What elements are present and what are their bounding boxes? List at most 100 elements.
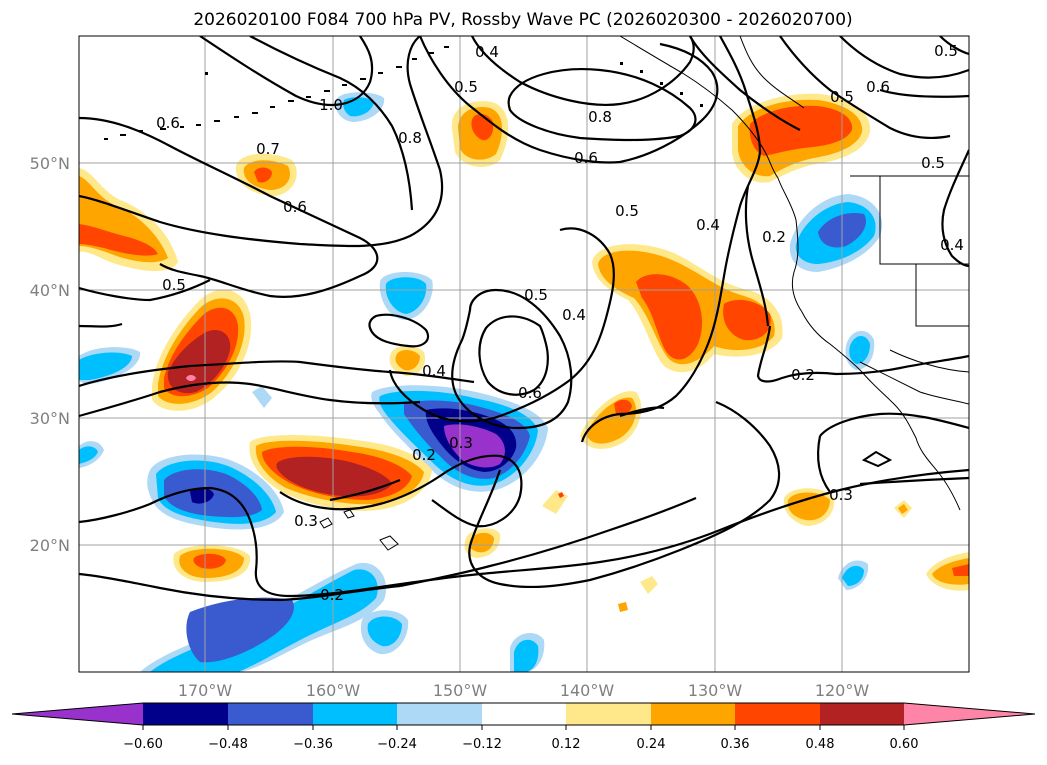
colorbar-extend-max [904,703,1035,725]
pv-contours [79,36,969,602]
contour-label: 0.4 [940,236,964,254]
lat-label: 30°N [30,409,70,428]
shade-blob [842,565,864,586]
contour-label: 0.3 [449,434,473,452]
shade-blob [79,352,132,380]
contour-label: 0.4 [422,362,446,380]
shade-blob [167,330,231,394]
shade-blob [618,602,628,612]
contour-label: 0.5 [615,202,639,220]
colorbar-tick-label: 0.48 [806,737,835,752]
lon-labels: 170°W 160°W 150°W 140°W 130°W 120°W [178,681,870,700]
shade-blob [79,224,158,256]
colorbar-segment [482,703,566,725]
contour-label: 0.2 [762,228,786,246]
shade-blob [558,492,564,498]
contour-label: 0.5 [454,78,478,96]
shade-blob [79,446,98,464]
colorbar-segment [651,703,735,725]
contour-label: 0.2 [320,586,344,604]
shade-blob [254,167,272,183]
colorbar-extend-min [12,703,143,725]
gridlines [79,36,969,672]
contour-label: 1.0 [319,96,343,114]
contour-label: 0.8 [588,108,612,126]
colorbar: −0.60 −0.48 −0.36 −0.24 −0.12 0.12 0.24 … [11,702,1036,752]
colorbar-tick-label: −0.48 [208,737,248,752]
contour-label: 0.6 [156,114,180,132]
shade-blob [186,375,196,381]
shade-blob [640,576,658,594]
shade-blob [636,274,703,360]
map-title: 2026020100 F084 700 hPa PV, Rossby Wave … [193,10,852,30]
contour-label: 0.4 [696,216,720,234]
contour-label: 0.4 [475,43,499,61]
colorbar-tick-label: −0.12 [462,737,502,752]
map-panel: 0.4 0.5 1.0 0.8 0.6 0.7 0.6 0.8 0.5 0.6 … [79,36,969,672]
shade-blob [614,399,632,416]
contour-label: 0.5 [524,286,548,304]
colorbar-segment [735,703,820,725]
colorbar-tick-label: −0.36 [293,737,333,752]
contour-label: 0.6 [283,198,307,216]
shade-blob [252,386,272,408]
contour-label: 0.3 [829,486,853,504]
colorbar-tick-label: −0.24 [377,737,417,752]
contour-label: 0.5 [921,154,945,172]
lon-label: 140°W [560,681,615,700]
shade-blob [514,639,539,672]
shade-blob [469,532,494,553]
contour-labels: 0.4 0.5 1.0 0.8 0.6 0.7 0.6 0.8 0.5 0.6 … [156,42,964,604]
shade-blob [395,350,420,371]
shade-blob [787,492,830,521]
contour-label: 0.6 [866,78,890,96]
colorbar-tick-label: 0.24 [637,737,666,752]
map-frame [78,35,970,673]
shade-blob [723,299,771,341]
contour-label: 0.8 [398,129,422,147]
colorbar-tick-label: 0.60 [890,737,919,752]
contour-label: 0.4 [562,306,586,324]
colorbar-tick-label: 0.36 [721,737,750,752]
shade-blob [186,597,294,663]
colorbar-segment [143,703,228,725]
coastlines [319,36,969,551]
shade-blob [190,487,214,504]
shade-blob [898,504,908,514]
contour-label: 0.2 [791,366,815,384]
colorbar-segment [228,703,313,725]
shade-blob [749,105,853,156]
lon-label: 120°W [815,681,870,700]
lon-label: 150°W [433,681,488,700]
contour-label: 0.5 [162,276,186,294]
colorbar-segment [820,703,904,725]
lat-label: 50°N [30,154,70,173]
lat-label: 20°N [30,536,70,555]
contour-label: 0.5 [830,88,854,106]
aleutian-islands [104,46,703,140]
shade-blob [952,564,969,576]
lon-label: 130°W [688,681,743,700]
lat-label: 40°N [30,281,70,300]
colorbar-segment [566,703,651,725]
contour-label: 0.7 [256,140,280,158]
colorbar-tick-label: 0.12 [552,737,581,752]
lat-labels: 50°N 40°N 30°N 20°N [30,154,70,555]
lon-label: 170°W [178,681,233,700]
lon-label: 160°W [306,681,361,700]
colorbar-segment [397,703,482,725]
colorbar-segment [313,703,397,725]
shade-blob [367,616,402,647]
contour-label: 0.5 [934,42,958,60]
shade-blob [276,456,392,497]
contour-label: 0.6 [518,384,542,402]
shade-blob [849,335,870,364]
colorbar-tick-label: −0.60 [123,737,163,752]
contour-label: 0.3 [294,512,318,530]
contour-label: 0.6 [574,149,598,167]
shade-blob [385,277,427,314]
shade-blob [932,558,969,585]
contour-label: 0.2 [412,446,436,464]
shade-blob [193,553,226,569]
